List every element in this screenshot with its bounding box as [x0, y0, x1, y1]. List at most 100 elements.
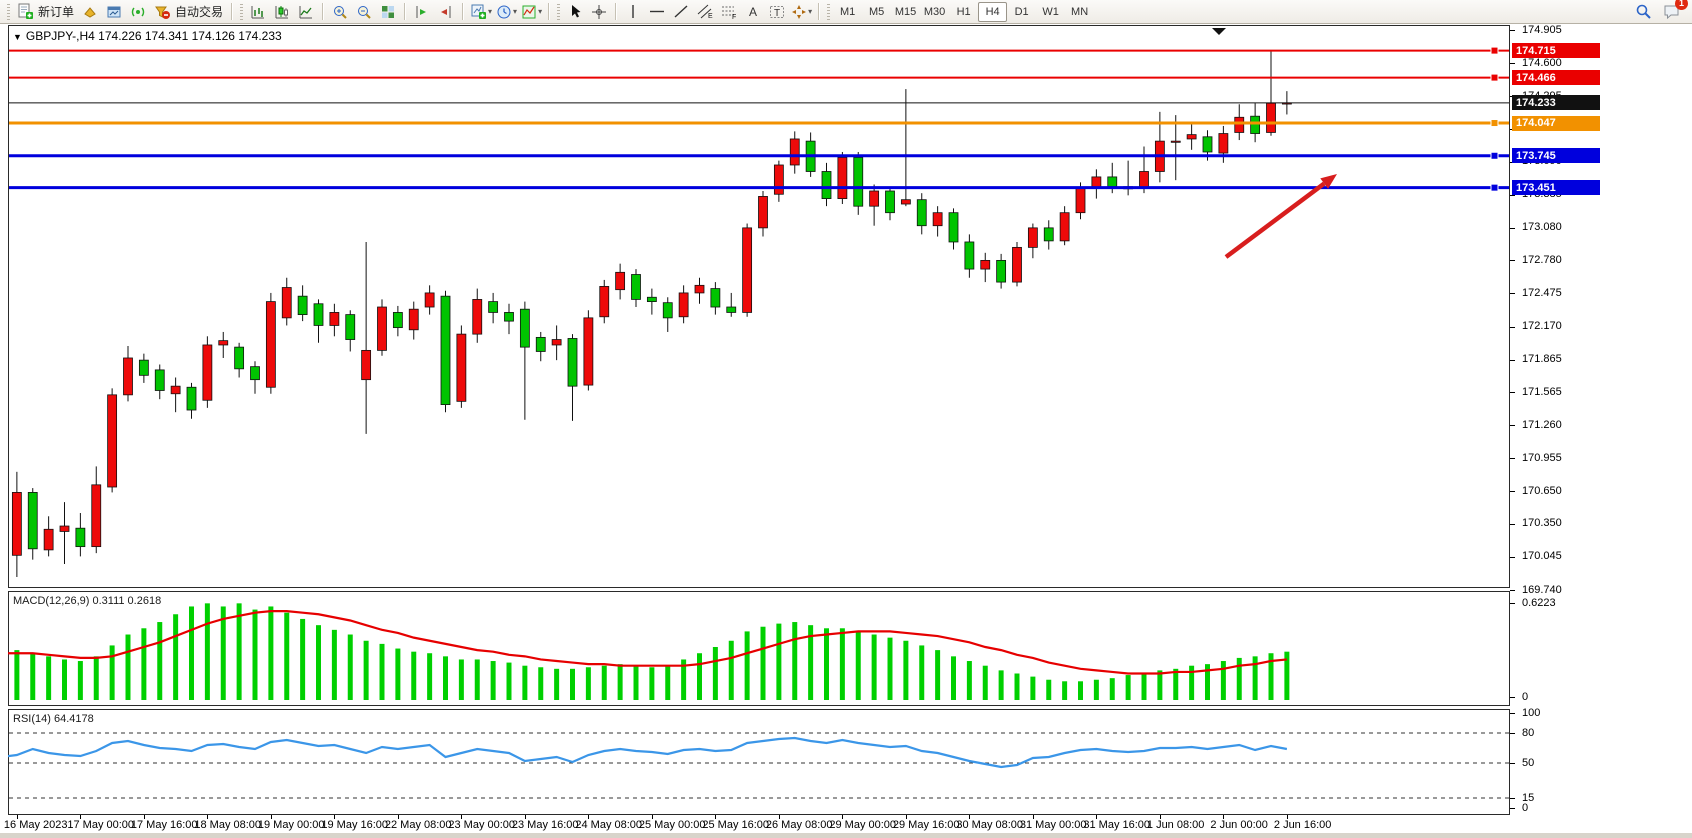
macd-label: MACD(12,26,9) 0.3111 0.2618 [13, 595, 162, 607]
channel-button[interactable]: E [694, 1, 716, 23]
chart-shift-marker[interactable] [1212, 28, 1226, 35]
auto-scroll-button[interactable] [411, 1, 433, 23]
trend-arrow[interactable] [1224, 174, 1337, 259]
timeframe-h1[interactable]: H1 [956, 5, 971, 18]
rsi-pane[interactable] [8, 709, 1510, 815]
time-tick [270, 815, 272, 819]
macd-histogram [14, 603, 1290, 700]
axis-tick [1510, 63, 1515, 65]
horizontal-line-icon [650, 10, 665, 13]
indicators-button[interactable]: ▾ [520, 1, 543, 23]
rsi-chart[interactable] [8, 709, 1510, 815]
toolbar: 新订单 自动交易 [0, 0, 1692, 24]
rsi-level-label: 80 [1522, 726, 1535, 739]
chart-shift-icon [441, 5, 451, 18]
toolbar-grip[interactable] [7, 3, 10, 20]
crosshair-button[interactable] [588, 1, 610, 23]
time-tick-label: 17 May 00:00 [67, 819, 135, 831]
timeframe-h4[interactable]: H4 [978, 1, 1008, 22]
time-tick-label: 23 May 16:00 [511, 819, 579, 831]
timeframe-w1[interactable]: W1 [1042, 5, 1059, 18]
candles [11, 50, 1292, 577]
zoom-out-button[interactable] [353, 1, 375, 23]
autotrading-label[interactable]: 自动交易 [175, 5, 224, 19]
time-axis[interactable]: 16 May 2023 17 May 00:00 17 May 16:00 18 Ma… [4, 815, 1510, 833]
time-tick-label: 16 May 2023 [3, 819, 68, 831]
toolbar-divider [615, 3, 618, 20]
macd-chart[interactable] [8, 591, 1510, 706]
timeframe-m5[interactable]: M5 [868, 5, 885, 18]
indicators-icon [522, 5, 536, 18]
timeframe-d1[interactable]: D1 [1014, 5, 1029, 18]
time-tick-label: 17 May 16:00 [130, 819, 198, 831]
timeframe-m15[interactable]: M15 [894, 5, 917, 18]
bar-chart-button[interactable] [247, 1, 269, 23]
notifications-button[interactable]: 1 [1661, 0, 1688, 23]
price-axis[interactable]: 174.905174.600174.295173.995173.690173.3… [1510, 24, 1692, 833]
signals-button[interactable] [127, 1, 149, 23]
price-level-badge: 173.451 [1512, 180, 1600, 196]
text-label-button[interactable]: T [766, 1, 788, 23]
time-tick-label: 25 May 00:00 [638, 819, 706, 831]
chart-dropdown-icon[interactable]: ▼ [13, 32, 22, 42]
time-tick [1032, 815, 1034, 819]
time-tick [778, 815, 780, 819]
periods-button[interactable]: ▾ [495, 1, 518, 23]
time-tick [80, 815, 82, 819]
horizontal-line-button[interactable] [646, 1, 668, 23]
timeframe-mn[interactable]: MN [1071, 5, 1089, 18]
toolbar-grip[interactable] [827, 3, 831, 20]
trendline-button[interactable] [670, 1, 692, 23]
time-tick [16, 815, 18, 819]
new-order-button[interactable] [14, 1, 36, 23]
navigator-icon [107, 6, 121, 17]
axis-tick [1510, 260, 1515, 262]
text-button[interactable]: A [742, 1, 764, 23]
vertical-line-button[interactable] [622, 1, 644, 23]
toolbar-divider [231, 3, 234, 20]
rsi-level-label: 15 [1522, 791, 1535, 804]
axis-tick [1510, 227, 1515, 229]
crosshair-icon [592, 4, 607, 19]
axis-tick [1510, 523, 1515, 525]
new-order-label[interactable]: 新订单 [38, 5, 75, 19]
axis-tick [1510, 713, 1515, 714]
navigator-button[interactable] [103, 1, 125, 23]
time-tick [1096, 815, 1098, 819]
timeframe-m1[interactable]: M1 [839, 5, 856, 18]
rsi-level-label: 0 [1522, 801, 1529, 814]
time-tick [715, 815, 717, 819]
axis-tick [1510, 603, 1515, 604]
market-watch-button[interactable] [79, 1, 101, 23]
line-chart-button[interactable] [295, 1, 317, 23]
autotrading-button[interactable] [151, 1, 173, 23]
candlestick-chart-button[interactable] [271, 1, 293, 23]
dropdown-caret: ▾ [538, 7, 543, 16]
templates-button[interactable]: ▾ [469, 1, 493, 23]
chart-shift-button[interactable] [435, 1, 457, 23]
signals-icon [131, 7, 145, 16]
toolbar-grip[interactable] [557, 3, 561, 20]
time-tick-label: 1 Jun 08:00 [1146, 819, 1205, 831]
axis-tick [1510, 763, 1515, 764]
macd-signal-line [8, 610, 1287, 675]
time-tick-label: 22 May 08:00 [384, 819, 452, 831]
macd-pane[interactable] [8, 591, 1510, 706]
fibonacci-button[interactable]: F [718, 1, 740, 23]
toolbar-grip[interactable] [240, 3, 244, 20]
zoom-in-button[interactable] [329, 1, 351, 23]
time-tick-label: 2 Jun 16:00 [1273, 819, 1332, 831]
timeframe-m30[interactable]: M30 [923, 5, 946, 18]
timeframe-group: M1 M5 M15 M30 H1 H4 D1 W1 MN [833, 1, 1094, 22]
tile-windows-button[interactable] [377, 1, 399, 23]
axis-tick [1510, 458, 1515, 460]
candlestick-chart[interactable] [8, 25, 1510, 588]
svg-text:T: T [774, 8, 780, 19]
search-button[interactable] [1632, 1, 1654, 23]
time-tick-label: 29 May 16:00 [892, 819, 960, 831]
arrows-tool-button[interactable]: ▾ [790, 1, 813, 23]
cursor-button[interactable] [564, 1, 586, 23]
horizontal-level-lines[interactable] [9, 46, 1509, 192]
price-chart-pane[interactable] [8, 25, 1510, 588]
time-tick [1223, 815, 1225, 819]
